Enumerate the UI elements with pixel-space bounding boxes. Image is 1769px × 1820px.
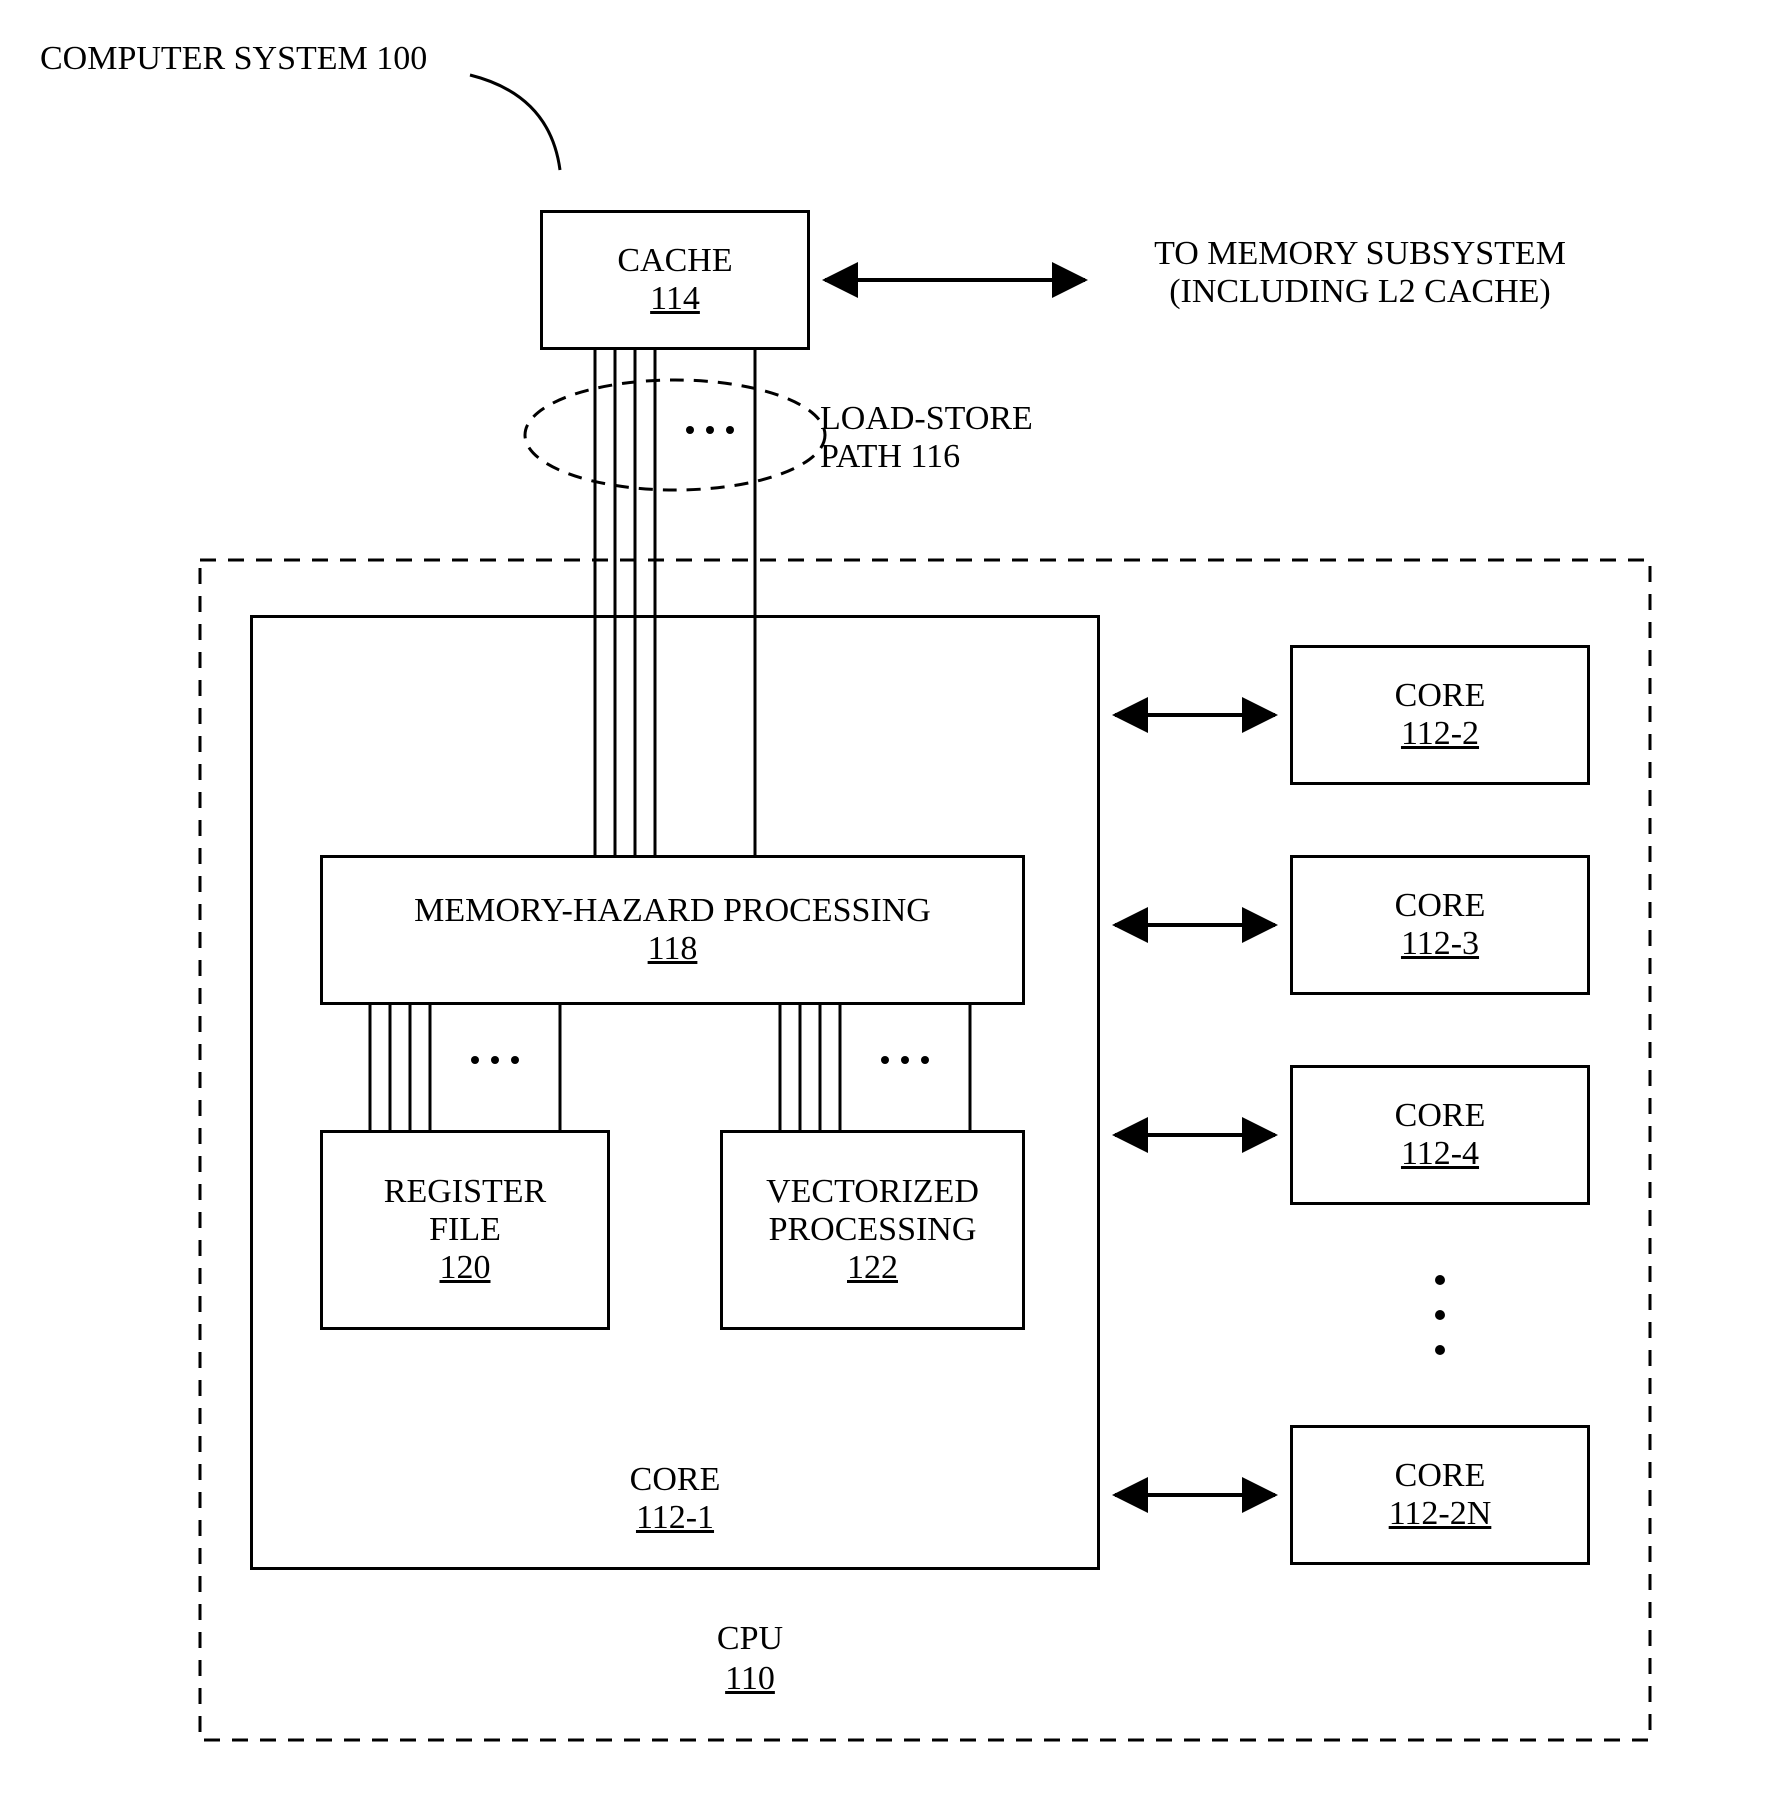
regfile-num: 120	[440, 1249, 491, 1287]
core3-box: CORE 112-3	[1290, 855, 1590, 995]
vecproc-title: VECTORIZED PROCESSING	[766, 1173, 979, 1249]
mhp-box: MEMORY-HAZARD PROCESSING 118	[320, 855, 1025, 1005]
core2-num: 112-2	[1401, 715, 1479, 753]
regfile-box: REGISTER FILE 120	[320, 1130, 610, 1330]
core3-title: CORE	[1395, 887, 1486, 925]
mhp-title: MEMORY-HAZARD PROCESSING	[414, 892, 931, 930]
cache-title: CACHE	[617, 242, 732, 280]
core4-num: 112-4	[1401, 1135, 1479, 1173]
cpu-title: CPU	[650, 1620, 850, 1658]
cache-box: CACHE 114	[540, 210, 810, 350]
core1-title: CORE	[630, 1461, 721, 1499]
core2-box: CORE 112-2	[1290, 645, 1590, 785]
title-label: COMPUTER SYSTEM 100	[40, 40, 427, 78]
diagram-canvas: COMPUTER SYSTEM 100 TO MEMORY SUBSYSTEM …	[0, 0, 1769, 1820]
load-store-path-label: LOAD-STORE PATH 116	[820, 400, 1033, 476]
core3-num: 112-3	[1401, 925, 1479, 963]
core4-title: CORE	[1395, 1097, 1486, 1135]
memory-subsystem-label: TO MEMORY SUBSYSTEM (INCLUDING L2 CACHE)	[1100, 235, 1620, 311]
core1-box: CORE 112-1	[250, 615, 1100, 1570]
vecproc-box: VECTORIZED PROCESSING 122	[720, 1130, 1025, 1330]
mhp-num: 118	[648, 930, 698, 968]
coreN-num: 112-2N	[1389, 1495, 1492, 1533]
core2-title: CORE	[1395, 677, 1486, 715]
vecproc-num: 122	[847, 1249, 898, 1287]
coreN-title: CORE	[1395, 1457, 1486, 1495]
cpu-num: 110	[650, 1660, 850, 1698]
coreN-box: CORE 112-2N	[1290, 1425, 1590, 1565]
cache-num: 114	[650, 280, 700, 318]
regfile-title: REGISTER FILE	[384, 1173, 546, 1249]
core4-box: CORE 112-4	[1290, 1065, 1590, 1205]
core1-num: 112-1	[636, 1499, 714, 1537]
